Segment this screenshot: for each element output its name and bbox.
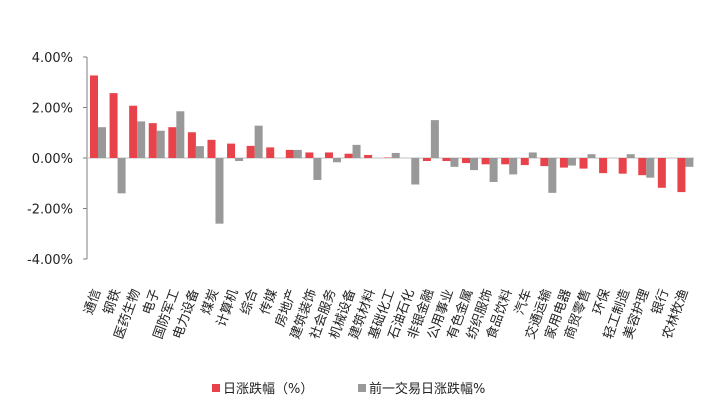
bar-daily-change — [227, 143, 236, 158]
bar-prev-day-change — [587, 154, 596, 158]
legend-label: 前一交易日涨跌幅% — [369, 381, 485, 397]
bar-prev-day-change — [509, 158, 518, 175]
bar-prev-day-change — [489, 158, 498, 182]
legend: 日涨跌幅（%） 前一交易日涨跌幅% — [212, 381, 485, 397]
bar-daily-change — [422, 158, 431, 162]
bar-daily-change — [207, 139, 216, 158]
bar-daily-change — [618, 158, 627, 174]
y-axis: 4.00% 2.00% 0.00% -2.00% -4.00% — [27, 51, 694, 268]
bar-daily-change — [579, 158, 588, 169]
bar-daily-change — [501, 158, 510, 165]
bar-daily-change — [677, 158, 686, 193]
y-tick-label: 2.00% — [32, 102, 73, 117]
bar-prev-day-change — [215, 158, 224, 224]
bar-daily-change — [638, 158, 647, 176]
bar-daily-change — [246, 145, 255, 158]
bar-daily-change — [324, 152, 333, 158]
bar-daily-change — [599, 158, 608, 174]
legend-swatch — [358, 384, 366, 392]
bar-daily-change — [148, 123, 157, 158]
bar-prev-day-change — [567, 158, 576, 166]
y-tick-label: -4.00% — [27, 253, 73, 268]
bar-prev-day-change — [548, 158, 557, 193]
bar-prev-day-change — [293, 149, 302, 158]
bar-prev-day-change — [117, 158, 126, 194]
y-tick-label: 4.00% — [32, 51, 73, 66]
bar-daily-change — [559, 158, 568, 168]
y-tick-label: 0.00% — [32, 152, 73, 167]
bar-daily-change — [520, 158, 529, 166]
bar-prev-day-change — [195, 146, 204, 158]
bar-daily-change — [364, 154, 373, 158]
bar-daily-change — [285, 149, 294, 158]
bar-prev-day-change — [137, 121, 146, 158]
y-tick-label: -2.00% — [27, 203, 73, 218]
bar-prev-day-change — [98, 127, 106, 158]
bar-prev-day-change — [411, 158, 420, 185]
bar-daily-change — [305, 152, 314, 158]
bar-daily-change — [168, 127, 177, 158]
bar-daily-change — [129, 105, 138, 158]
bar-prev-day-change — [391, 152, 400, 158]
bar-daily-change — [442, 158, 451, 162]
bars — [90, 75, 694, 224]
bar-prev-day-change — [626, 154, 635, 158]
bar-daily-change — [462, 158, 471, 164]
bar-prev-day-change — [528, 152, 537, 158]
bar-prev-day-change — [176, 111, 185, 158]
bar-daily-change — [266, 147, 275, 158]
bar-prev-day-change — [646, 158, 655, 178]
bar-daily-change — [109, 93, 118, 158]
bar-prev-day-change — [430, 120, 439, 159]
bar-daily-change — [657, 158, 666, 188]
bar-daily-change — [540, 158, 549, 167]
bar-daily-change — [383, 157, 392, 158]
x-axis-labels: 通信钢铁医药生物电子国防军工电力设备煤炭计算机综合传媒房地产建筑装饰社会服务机械… — [82, 287, 692, 341]
bar-prev-day-change — [332, 158, 341, 163]
bar-daily-change — [481, 158, 490, 165]
bar-prev-day-change — [470, 158, 479, 171]
bar-prev-day-change — [254, 125, 263, 158]
legend-label: 日涨跌幅（%） — [223, 381, 313, 397]
bar-daily-change — [344, 153, 353, 158]
bar-prev-day-change — [156, 130, 165, 158]
bar-prev-day-change — [235, 158, 244, 162]
legend-swatch — [212, 384, 220, 392]
bar-prev-day-change — [352, 144, 361, 158]
bar-daily-change — [90, 75, 98, 158]
bar-prev-day-change — [685, 158, 694, 167]
bar-prev-day-change — [450, 158, 459, 167]
bar-prev-day-change — [313, 158, 322, 180]
bar-daily-change — [187, 132, 196, 158]
